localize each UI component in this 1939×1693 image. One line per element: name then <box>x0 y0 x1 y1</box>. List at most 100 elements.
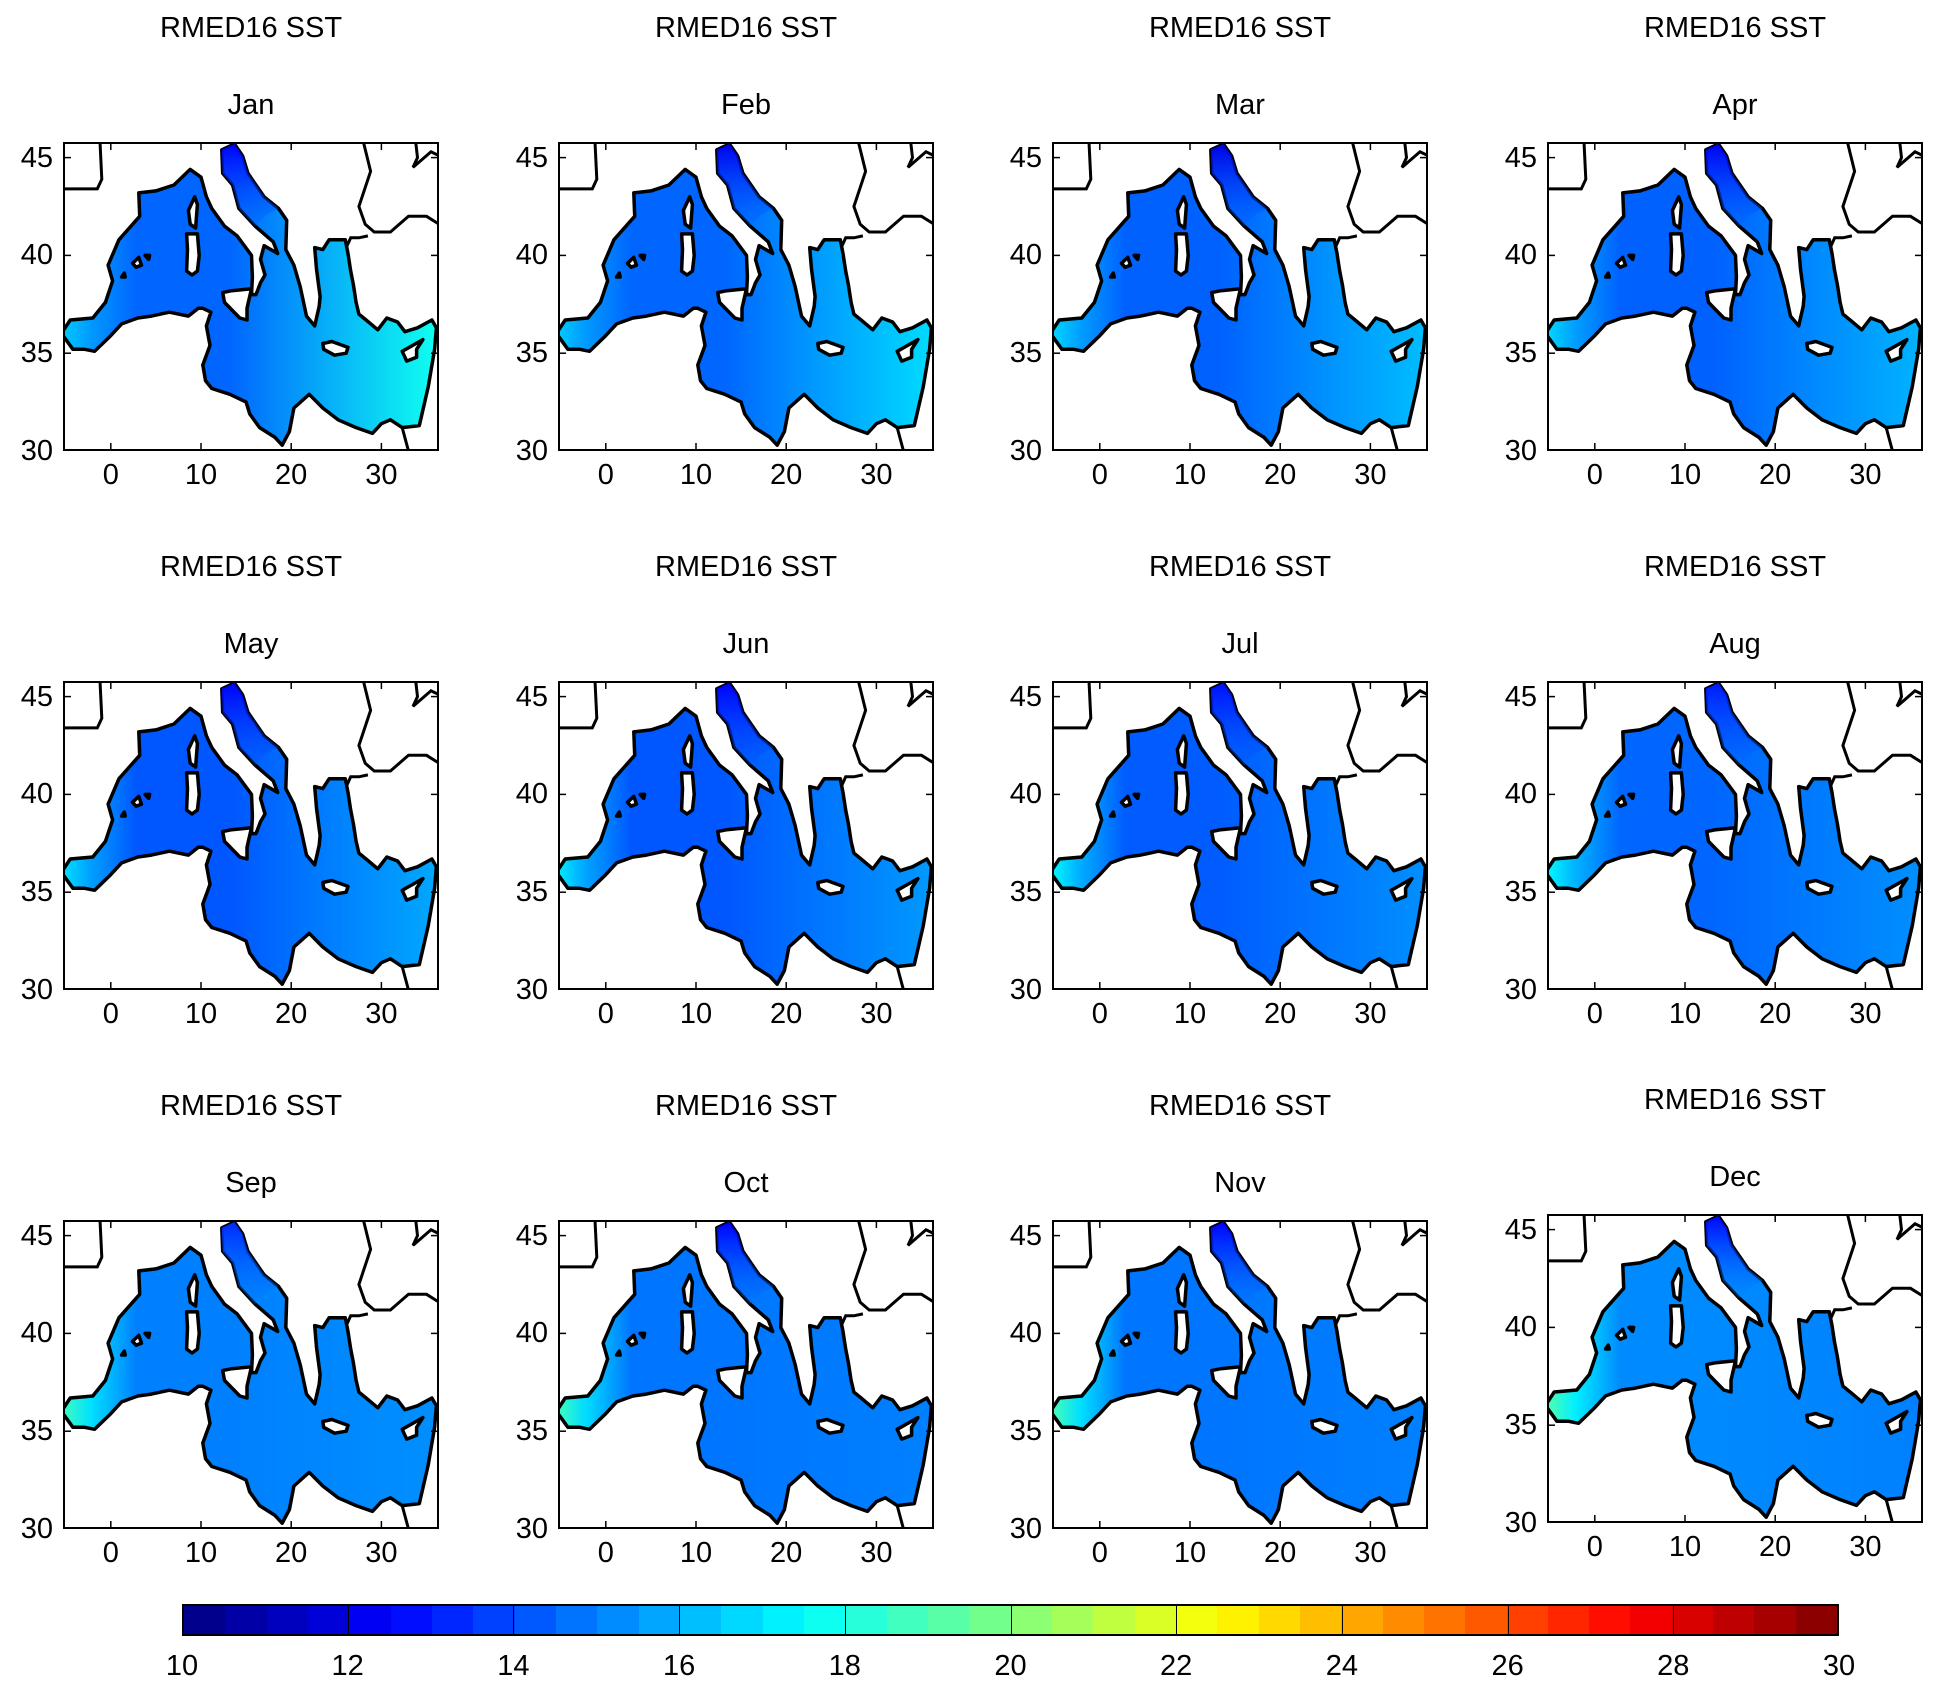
coastline <box>1841 1216 1921 1306</box>
corsica-island <box>681 1273 695 1308</box>
x-tick-label: 0 <box>102 998 119 1030</box>
y-tick-label: 40 <box>1504 778 1537 811</box>
colorbar-segment <box>390 1606 432 1634</box>
panel-month-label: Dec <box>1709 1161 1761 1193</box>
x-tick-label: 30 <box>1849 459 1882 491</box>
coastline <box>400 427 410 449</box>
sicily-island <box>715 286 749 322</box>
colorbar-segment <box>1010 1606 1052 1634</box>
x-tick-label: 20 <box>275 1537 308 1569</box>
mallorca-island <box>130 1333 144 1347</box>
colorbar-segment <box>762 1606 804 1634</box>
mallorca-island <box>130 794 144 808</box>
corsica-island <box>186 195 200 230</box>
menorca-island <box>143 253 152 262</box>
x-tick-label: 0 <box>597 1537 614 1569</box>
x-tick-label: 20 <box>1759 459 1792 491</box>
coastline <box>1054 144 1093 191</box>
mallorca-island <box>1119 794 1133 808</box>
x-tick-label: 20 <box>1264 459 1297 491</box>
x-tick-label: 20 <box>1759 1531 1792 1563</box>
ibiza-island <box>1108 271 1116 279</box>
coastline <box>65 683 104 730</box>
map-axes <box>1052 142 1428 451</box>
y-tick-label: 45 <box>1009 141 1042 174</box>
map-axes <box>1547 142 1923 451</box>
map-panel-mar: RMED16 SST Mar 45 40 35 30 0 10 20 30 <box>1010 12 1428 490</box>
y-tick-label: 35 <box>515 1415 548 1448</box>
ibiza-island <box>1108 1349 1116 1357</box>
panel-title: RMED16 SST <box>1148 12 1332 44</box>
crete-island <box>816 878 845 896</box>
cyprus-island <box>1884 1409 1909 1435</box>
coastline <box>65 144 104 191</box>
x-tick-label: 0 <box>1586 998 1603 1030</box>
sicily-island <box>1209 1364 1243 1400</box>
menorca-island <box>143 792 152 801</box>
colorbar-segment <box>1175 1606 1218 1634</box>
coastline <box>1829 773 1853 786</box>
x-tick-label: 0 <box>102 459 119 491</box>
panel-title: RMED16 SST <box>159 12 343 44</box>
crete-island <box>321 1417 350 1435</box>
colorbar-tick-label: 18 <box>828 1650 861 1682</box>
x-tick-label: 10 <box>1668 459 1702 491</box>
x-tick-label: 0 <box>597 998 614 1030</box>
cyprus-island <box>1389 337 1414 363</box>
x-tick-label: 20 <box>1264 998 1297 1030</box>
ibiza-island <box>614 810 622 818</box>
adriatic-sea <box>221 144 279 227</box>
cyprus-island <box>1389 876 1414 902</box>
coastline <box>411 1222 437 1247</box>
panel-month-label: Mar <box>1215 89 1265 121</box>
sst-map <box>65 144 437 449</box>
y-tick-label: 45 <box>515 680 548 713</box>
coastline <box>895 1505 905 1527</box>
colorbar-segment <box>927 1606 970 1634</box>
cyprus-island <box>895 337 920 363</box>
coastline <box>1054 683 1093 730</box>
colorbar-divider <box>1507 1604 1509 1636</box>
coastline <box>1400 144 1426 169</box>
panel-title: RMED16 SST <box>1148 1090 1332 1122</box>
x-tick-label: 0 <box>1091 998 1108 1030</box>
corsica-island <box>186 734 200 769</box>
x-tick-label: 0 <box>1586 459 1603 491</box>
mallorca-island <box>1614 1327 1628 1341</box>
coastline <box>852 144 932 234</box>
panel-title: RMED16 SST <box>1148 551 1332 583</box>
map-panel-oct: RMED16 SST Oct 45 40 35 30 0 10 20 30 <box>516 1090 934 1568</box>
x-tick-label: 30 <box>365 459 398 491</box>
map-panel-may: RMED16 SST May 45 40 35 30 0 10 20 30 <box>21 551 439 1029</box>
sardinia-island <box>1668 232 1685 277</box>
y-tick-label: 35 <box>20 876 53 909</box>
panel-month-label: Feb <box>721 89 771 121</box>
coastline <box>345 773 369 786</box>
colorbar-segment <box>1423 1606 1466 1634</box>
x-tick-label: 30 <box>1354 459 1387 491</box>
colorbar-divider <box>844 1604 846 1636</box>
colorbar-segment <box>886 1606 928 1634</box>
x-tick-label: 0 <box>1586 1531 1603 1563</box>
coastline <box>1829 234 1853 247</box>
coastline <box>1389 427 1399 449</box>
colorbar-tick-label: 20 <box>994 1650 1027 1682</box>
coastline <box>1389 966 1399 988</box>
map-axes <box>1547 1214 1923 1523</box>
cyprus-island <box>400 337 425 363</box>
colorbar-segment <box>1341 1606 1383 1634</box>
sst-map <box>65 1222 437 1527</box>
colorbar-segment <box>1589 1606 1631 1634</box>
y-tick-label: 45 <box>20 1219 53 1252</box>
colorbar-segment <box>431 1606 474 1634</box>
panel-title: RMED16 SST <box>654 12 838 44</box>
ibiza-island <box>1603 1343 1611 1351</box>
sst-map <box>1054 683 1426 988</box>
coastline <box>1884 427 1894 449</box>
colorbar-segment <box>969 1606 1011 1634</box>
y-tick-label: 45 <box>515 1219 548 1252</box>
y-tick-label: 40 <box>20 1317 53 1350</box>
x-tick-label: 20 <box>1264 1537 1297 1569</box>
coastline <box>1054 1222 1093 1269</box>
colorbar-tick-label: 10 <box>165 1650 199 1682</box>
